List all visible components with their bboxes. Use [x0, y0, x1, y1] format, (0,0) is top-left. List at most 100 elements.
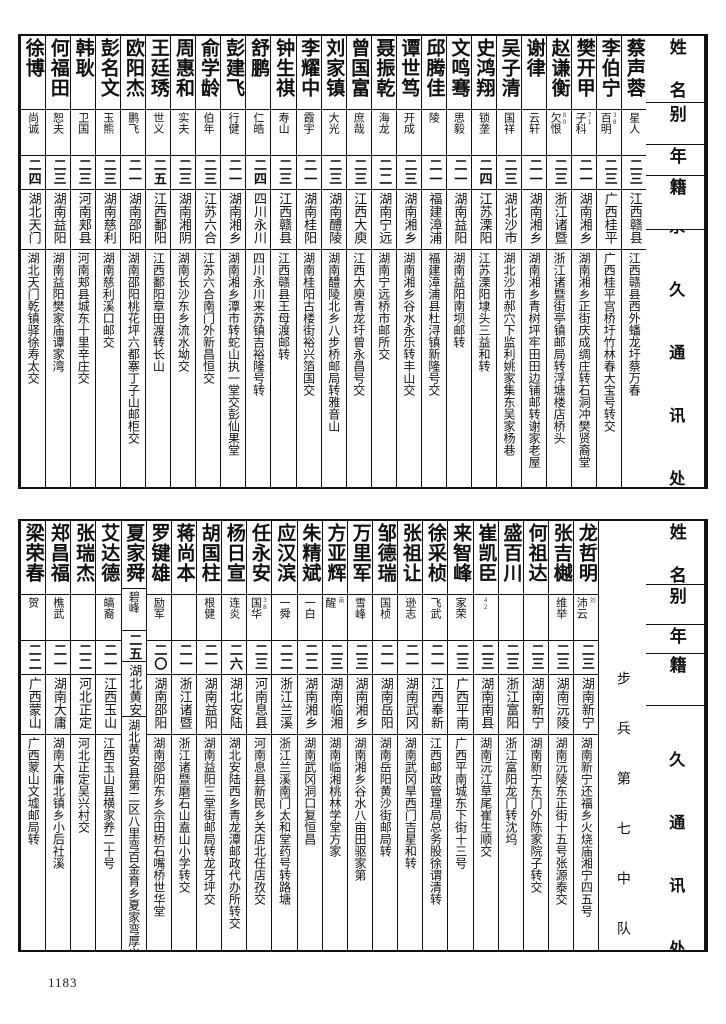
- entry-address-cell: 江西大庾青龙圩曾永昌号交: [347, 250, 371, 487]
- column-header-label: 年 龄: [666, 627, 686, 654]
- roster-entry-column: 朱精斌 一白 二二 湖南湘乡 湖南武冈洞口复恒昌: [296, 521, 322, 950]
- entry-name-text: 俞学龄: [198, 38, 221, 98]
- roster-entry-column: 彭建飞 行健 二一 湖南湘乡 湖南湘乡潭市转蛇山执一堂交彭仙果堂: [220, 36, 246, 487]
- entry-origin-text: 湖北沙市: [501, 192, 517, 244]
- entry-alias-text: 寿山: [277, 112, 291, 134]
- entry-origin-text: 湖北黄安: [126, 664, 142, 717]
- entry-alias-cell: 碧峰: [121, 589, 146, 632]
- entry-address-text: 湖南慈利溪口邮交: [101, 252, 116, 348]
- entry-name-text: 夏家舜: [123, 523, 146, 583]
- entry-age-cell: 二三: [96, 156, 121, 190]
- entry-name-cell: 李耀中: [296, 36, 321, 110]
- entry-address-text: 江苏六合南门外新昌恒交: [201, 252, 216, 384]
- entry-address-cell: 湖北安陆西乡青龙潭邮政代办所转交: [222, 735, 246, 950]
- entry-age-cell: 二〇: [146, 641, 171, 675]
- entry-age-text: 二一: [526, 158, 542, 186]
- entry-age-cell: 二三: [448, 641, 473, 675]
- entry-origin-cell: 湖南邵阳: [146, 675, 171, 735]
- entry-alias-text: 励军: [152, 597, 166, 619]
- roster-entry-column: 吴子清 国祥 二三 湖北沙市 湖北沙市郝穴下监利姚家集东吴家杨巷: [495, 36, 521, 487]
- entry-alias-text: 碧峰: [127, 590, 141, 613]
- entry-address-text: 江西赣县西外蟠龙圩蔡万春: [627, 252, 642, 396]
- column-header-name: 姓 名: [646, 36, 704, 103]
- entry-alias-cell: 卫国: [71, 110, 96, 156]
- entry-origin-text: 湖南湘乡: [526, 192, 542, 244]
- entry-name-text: 欧阳杰: [122, 38, 145, 98]
- entry-address-cell: 河北正定吴兴村交: [71, 735, 95, 950]
- roster-entry-column: 张瑞杰 二二 河北正定 河北正定吴兴村交: [70, 521, 96, 950]
- roster-entry-column: 史鸿翔 锁垄 二四 江苏溧阳 江苏溧阳埭头三益和转: [470, 36, 496, 487]
- entry-alias-cell: 大光: [321, 110, 346, 156]
- entry-address-cell: 湖南慈利溪口邮交: [96, 250, 120, 487]
- roster-table-top: 姓 名别 号年 龄籍 贯永 久 通 讯 处蔡声蓉星人二三江西赣县江西赣县西外蟠龙…: [18, 34, 708, 489]
- entry-name-text: 徐博: [22, 38, 45, 78]
- entry-alias-text: 国祥: [502, 112, 516, 134]
- entry-origin-cell: 湖南南县: [473, 675, 498, 735]
- entry-name-cell: 谢律: [521, 36, 546, 110]
- entry-origin-text: 浙江富阳: [503, 677, 519, 729]
- entry-origin-cell: 江西奉新: [423, 675, 448, 735]
- entry-alias-cell: 国桢: [373, 595, 398, 641]
- entry-alias-text: 开成: [402, 112, 416, 134]
- roster-entry-column: 刘家镇 大光 二三 湖南醴陵 湖南醴陵北乡八步桥邮局转雅音山: [320, 36, 346, 487]
- entry-address-text: 浙江诸暨磨石山盍山小学转交: [177, 737, 192, 893]
- entry-age-text: 二一: [576, 158, 592, 186]
- column-header-address: 永 久 通 讯 处: [646, 230, 704, 487]
- entry-alias-text: 欠恨: [549, 112, 563, 134]
- entry-name-text: 艾达德: [98, 523, 121, 583]
- entry-origin-cell: 江苏六合: [196, 190, 221, 250]
- entry-alias-annotation: 38: [611, 112, 619, 126]
- entry-name-cell: 徐采桢: [423, 521, 448, 595]
- entry-address-text: 浙江兰溪南门太和堂药号转路塘: [277, 737, 292, 905]
- entry-name-cell: 任永安: [247, 521, 272, 595]
- entry-address-text: 湖南益阳三堂街邮局转龙牙坪交: [202, 737, 217, 905]
- entry-name-text: 何祖达: [525, 523, 548, 583]
- entry-address-text: 湖南武冈洞口复恒昌: [302, 737, 317, 845]
- entry-address-text: 浙江富阳龙门转沈坞: [503, 737, 518, 845]
- entry-age-text: 二一: [226, 158, 241, 186]
- entry-origin-text: 湖南南县: [478, 677, 494, 729]
- entry-age-text: 二三: [327, 643, 343, 671]
- entry-origin-text: 湖南桂阳: [301, 192, 317, 244]
- entry-address-cell: 浙江富阳龙门转沈坞: [499, 735, 523, 950]
- entry-name-cell: 艾达德: [96, 521, 121, 595]
- entry-age-text: 二一: [50, 643, 66, 671]
- entry-name-text: 聂振乾: [373, 38, 396, 98]
- entry-age-cell: 二一: [373, 641, 398, 675]
- entry-name-cell: 聂振乾: [371, 36, 396, 110]
- entry-address-text: 浙江诸暨街亭镇邮局转浮塘楼店桥头: [552, 252, 567, 444]
- entry-age-cell: 二三: [523, 641, 548, 675]
- entry-alias-annotation: 南: [336, 597, 344, 603]
- entry-origin-cell: 湖南新宁: [523, 675, 548, 735]
- column-header-label: 年 龄: [666, 147, 686, 175]
- entry-age-cell: 二四: [20, 156, 46, 190]
- entry-age-text: 二二: [277, 643, 293, 671]
- entry-alias-cell: 逊志: [398, 595, 423, 641]
- column-header-origin: 籍 贯: [646, 176, 704, 231]
- entry-alias-cell: 实夫: [171, 110, 196, 156]
- entry-name-cell: 邱腾佳: [421, 36, 446, 110]
- entry-name-cell: 李伯宁: [597, 36, 622, 110]
- entry-origin-cell: 湖南桂阳: [296, 190, 321, 250]
- entry-address-cell: 江西邮政管理局总务股徐谓清转: [423, 735, 447, 950]
- entry-alias-cell: 醒南: [322, 595, 347, 641]
- entry-name-text: 刘家镇: [323, 38, 346, 98]
- entry-alias-cell: 思毅: [446, 110, 471, 156]
- entry-alias-text: 皜裔: [102, 597, 116, 619]
- entry-age-cell: 二三: [548, 641, 574, 675]
- entry-name-text: 来智峰: [450, 523, 473, 583]
- entry-name-text: 方亚辉: [324, 523, 347, 583]
- entry-age-text: 二二: [376, 158, 392, 186]
- entry-alias-text: 行健: [226, 112, 240, 134]
- entry-name-cell: 彭名文: [96, 36, 121, 110]
- entry-age-text: 二三: [326, 158, 342, 186]
- entry-address-cell: 湖南湘乡谷水八亩田驱家第: [348, 735, 372, 950]
- entry-address-cell: 湖南武冈洞口复恒昌: [298, 735, 322, 950]
- entry-name-cell: 何福田: [46, 36, 71, 110]
- entry-origin-text: 江西奉新: [427, 677, 443, 729]
- roster-table-bottom: 姓 名别 号年 龄籍 贯永 久 通 讯 处步 兵 第 七 中 队龙哲明沛云刘二三…: [18, 519, 708, 952]
- roster-entry-column: 杨日宣 连炎 二六 湖北安陆 湖北安陆西乡青龙潭邮政代办所转交: [221, 521, 247, 950]
- entry-name-cell: 俞学龄: [196, 36, 221, 110]
- entry-age-cell: 二一: [221, 156, 246, 190]
- entry-address-text: 河南郏县城东十里辛庄交: [76, 252, 91, 384]
